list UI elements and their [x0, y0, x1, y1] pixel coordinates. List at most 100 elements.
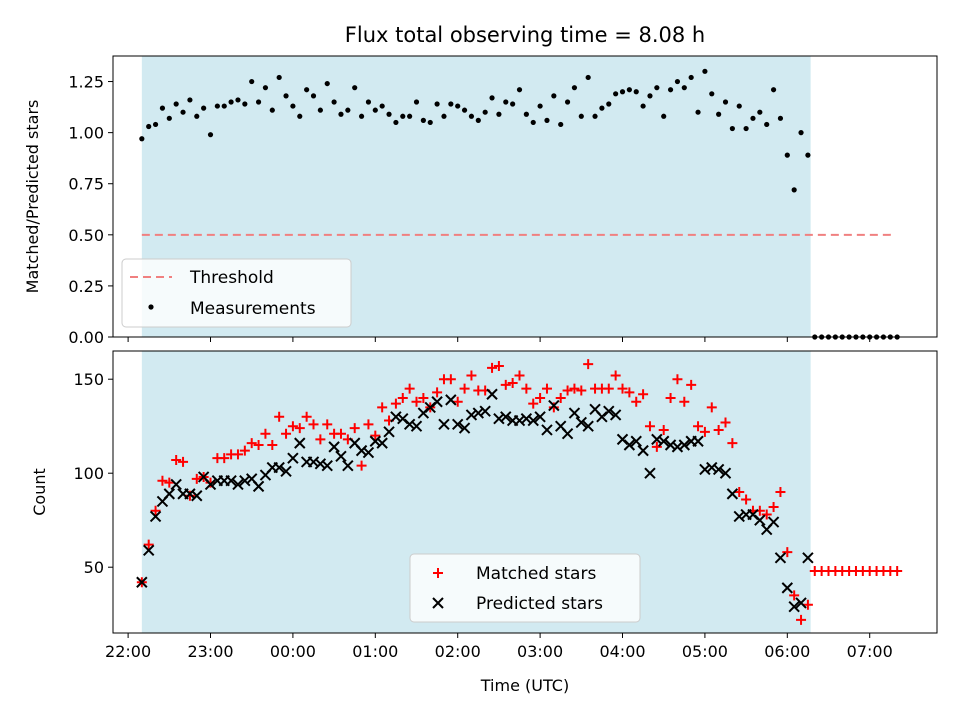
x-tick-label: 00:00	[270, 642, 316, 661]
measurement-point	[180, 109, 186, 115]
measurement-point	[461, 107, 468, 113]
matched-star-point	[157, 475, 168, 486]
predicted-star-point	[225, 475, 237, 487]
matched-star-point	[143, 539, 154, 550]
matched-star-point	[651, 441, 662, 452]
measurement-point	[249, 78, 255, 85]
matched-star-point	[308, 419, 319, 430]
measurement-point	[283, 93, 289, 99]
measurement-point	[242, 101, 248, 107]
predicted-star-point	[273, 461, 285, 474]
predicted-star-point	[383, 426, 395, 438]
predicted-star-point	[609, 409, 622, 421]
measurement-point	[448, 101, 454, 107]
matched-star-point	[267, 440, 278, 450]
predicted-star-point	[465, 409, 478, 421]
measurement-point	[455, 103, 461, 109]
matched-star-point	[741, 494, 752, 505]
matched-star-point	[514, 370, 525, 381]
measurement-point	[352, 85, 358, 91]
matched-star-point	[239, 445, 250, 456]
matched-star-point	[452, 396, 463, 407]
x-tick-label: 03:00	[517, 642, 563, 661]
measurement-point	[860, 334, 866, 340]
measurement-point	[777, 115, 784, 121]
predicted-star-point	[136, 576, 148, 588]
measurement-point	[214, 103, 220, 109]
predicted-star-point	[534, 411, 546, 423]
measurement-point	[661, 113, 667, 119]
measurement-point	[564, 99, 571, 105]
predicted-star-point	[472, 407, 485, 419]
predicted-star-point	[630, 435, 642, 447]
measurement-point	[894, 334, 900, 340]
measurement-point	[420, 117, 426, 123]
measurement-point	[345, 107, 351, 113]
predicted-star-point	[527, 414, 539, 427]
measurement-point	[578, 113, 584, 119]
predicted-star-point	[699, 463, 711, 476]
predicted-star-point	[767, 516, 780, 528]
matched-star-point	[219, 453, 230, 464]
matched-star-point	[892, 565, 903, 576]
measurement-point	[331, 99, 337, 105]
measurement-point	[386, 111, 392, 117]
matched-star-point	[693, 421, 704, 432]
predicted-star-point	[142, 544, 155, 556]
predicted-star-point	[458, 422, 471, 434]
predicted-star-point	[754, 514, 766, 526]
predicted-star-point	[294, 437, 306, 449]
predicted-star-point	[204, 478, 217, 491]
x-tick-label: 23:00	[187, 642, 233, 661]
measurement-point	[290, 103, 296, 109]
measurement-point	[310, 93, 317, 99]
matched-star-point	[281, 428, 292, 439]
matched-star-point	[205, 477, 216, 488]
matched-star-point	[713, 424, 724, 435]
matched-star-point	[370, 430, 381, 441]
measurement-point	[805, 152, 811, 158]
measurement-point	[750, 115, 756, 121]
matched-star-point	[727, 438, 738, 449]
matched-star-point	[528, 398, 539, 409]
measurement-point	[729, 125, 735, 132]
y-axis-label: Count	[30, 468, 49, 516]
matched-star-point	[349, 423, 360, 434]
measurement-point	[551, 93, 557, 99]
matched-star-point	[253, 440, 264, 450]
predicted-star-point	[232, 478, 244, 491]
measurement-point	[297, 113, 303, 119]
predicted-star-point	[781, 582, 794, 594]
matched-star-point	[315, 434, 326, 445]
matched-star-point	[507, 377, 518, 388]
measurement-point	[606, 101, 612, 107]
predicted-star-point	[149, 510, 162, 523]
legend-frame	[409, 553, 641, 623]
measurement-point	[654, 85, 660, 91]
measurement-point	[873, 334, 880, 340]
predicted-star-point	[184, 488, 196, 500]
predicted-star-point	[774, 552, 787, 564]
legend-top: Threshold Measurements	[121, 258, 352, 328]
measurement-point	[510, 101, 516, 107]
predicted-star-point	[355, 444, 368, 457]
predicted-star-point	[328, 441, 340, 453]
bottom-panel: 50 100 150 22:00 23:00 00:00 01:00 02:00 03:00 04…	[30, 350, 938, 695]
measurement-point	[221, 103, 227, 109]
predicted-star-point	[252, 480, 265, 493]
measurement-point	[475, 117, 481, 123]
measurement-point	[407, 113, 413, 119]
measurement-point	[592, 113, 598, 119]
matched-star-point	[411, 396, 422, 407]
predicted-star-point	[307, 456, 320, 468]
matched-star-point	[178, 456, 189, 467]
matched-star-point	[232, 449, 243, 460]
predicted-star-point	[637, 444, 649, 457]
predicted-star-point	[541, 424, 553, 436]
matched-star-point	[294, 423, 305, 434]
matched-star-point	[686, 379, 697, 390]
measurement-point	[695, 109, 701, 115]
matched-star-point	[260, 428, 271, 439]
predicted-star-point	[239, 475, 251, 487]
measurement-point	[537, 103, 543, 109]
